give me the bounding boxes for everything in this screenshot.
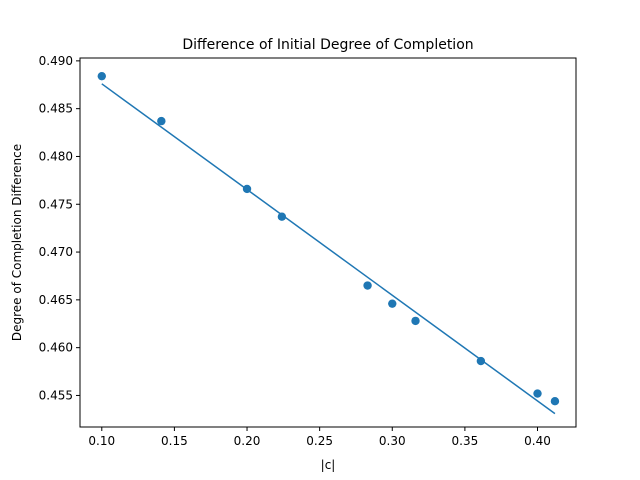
data-point: [97, 71, 106, 81]
chart-title: Difference of Initial Degree of Completi…: [182, 37, 473, 53]
x-tick-label: 0.35: [452, 434, 479, 448]
y-tick-label: 0.485: [39, 102, 73, 116]
plot-frame: [79, 57, 577, 428]
data-point: [533, 389, 542, 398]
y-tick-label: 0.490: [39, 54, 73, 68]
x-tick-label: 0.30: [379, 434, 406, 448]
data-point: [388, 299, 397, 308]
y-tick-label: 0.455: [39, 388, 73, 402]
x-tick-label: 0.10: [88, 434, 115, 448]
x-axis-label: |c|: [321, 458, 336, 472]
data-point: [411, 316, 420, 326]
data-point: [157, 116, 166, 126]
x-tick-label: 0.20: [234, 434, 261, 448]
data-point: [550, 396, 560, 406]
y-tick-label: 0.475: [39, 197, 73, 211]
y-tick-label: 0.480: [39, 149, 73, 163]
data-point: [242, 184, 252, 194]
x-tick-label: 0.25: [306, 434, 333, 448]
data-point: [363, 281, 372, 290]
data-point: [277, 212, 287, 221]
x-tick-label: 0.40: [524, 434, 551, 448]
y-axis-label: Degree of Completion Difference: [10, 144, 24, 341]
plot-area: [97, 71, 560, 415]
y-tick-label: 0.470: [39, 245, 73, 259]
x-tick-label: 0.15: [161, 434, 188, 448]
fit-line: [101, 83, 556, 415]
data-point: [476, 356, 486, 366]
y-axis: 0.455 0.460 0.465 0.470 0.475 0.480 0.485 0.490: [39, 54, 80, 402]
x-axis: 0.10 0.15 0.20 0.25 0.30 0.35 0.40: [88, 427, 551, 448]
y-tick-label: 0.460: [39, 341, 73, 355]
y-tick-label: 0.465: [39, 293, 73, 307]
